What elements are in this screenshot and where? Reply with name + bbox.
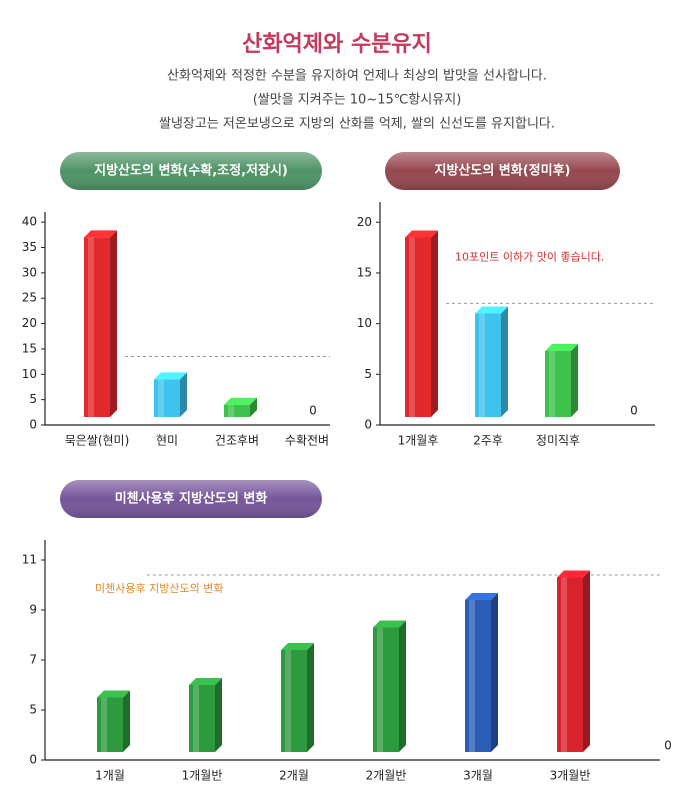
title-badge-shine xyxy=(60,152,322,190)
bar-shine xyxy=(561,577,567,752)
y-tick-label: 11 xyxy=(22,553,37,567)
bar-side xyxy=(501,306,508,417)
x-tick-label: 현미 xyxy=(156,434,178,448)
bar xyxy=(465,600,491,752)
x-tick-label: 1개월후 xyxy=(398,434,439,448)
y-tick-label: 20 xyxy=(357,215,372,229)
bar-top xyxy=(281,643,314,650)
bar-side xyxy=(123,690,130,752)
subtitle-line: (쌀맛을 지켜주는 10~15℃항시유지) xyxy=(253,93,462,108)
bar-top xyxy=(465,593,498,600)
y-tick-label: 30 xyxy=(22,265,37,279)
bar-top xyxy=(224,397,257,405)
bar xyxy=(405,237,431,417)
bar xyxy=(189,685,215,752)
title-badge-shine xyxy=(385,152,620,190)
value-label: 0 xyxy=(630,404,638,418)
value-label: 0 xyxy=(664,739,672,753)
y-tick-label: 0 xyxy=(29,418,37,432)
value-label: 0 xyxy=(309,404,317,418)
bar xyxy=(224,404,250,417)
y-tick-label: 35 xyxy=(22,240,37,254)
bar-shine xyxy=(479,313,485,417)
bar-shine xyxy=(285,650,291,752)
bar-shine xyxy=(101,697,107,752)
x-tick-label: 1개월반 xyxy=(182,769,223,783)
y-tick-label: 5 xyxy=(29,703,37,717)
bar xyxy=(281,650,307,752)
bar-shine xyxy=(469,600,475,752)
bar-shine xyxy=(158,379,164,417)
x-tick-label: 수확전벼 xyxy=(285,434,329,448)
y-tick-label: 10 xyxy=(22,367,37,381)
y-tick-label: 5 xyxy=(29,392,37,406)
y-tick-label: 7 xyxy=(29,653,37,667)
bar-top xyxy=(545,344,578,352)
bar-side xyxy=(307,643,314,752)
bar xyxy=(545,351,571,417)
bar-shine xyxy=(549,351,555,417)
bar-side xyxy=(583,570,590,752)
annotation: 10포인트 이하가 맛이 좋습니다. xyxy=(455,249,604,263)
bar-shine xyxy=(88,237,94,417)
y-tick-label: 10 xyxy=(357,316,372,330)
bar-side xyxy=(571,344,578,417)
bar-shine xyxy=(228,404,234,417)
y-tick-label: 9 xyxy=(29,603,37,617)
title-badge-shine xyxy=(60,480,322,518)
x-tick-label: 2개월반 xyxy=(366,769,407,783)
x-tick-label: 묵은쌀(현미) xyxy=(65,434,130,448)
y-tick-label: 25 xyxy=(22,291,37,305)
x-tick-label: 2개월 xyxy=(279,769,309,783)
x-tick-label: 3개월반 xyxy=(550,769,591,783)
bar-top xyxy=(154,372,187,380)
bar-top xyxy=(475,306,508,314)
bar-side xyxy=(491,593,498,752)
bar-top xyxy=(84,230,117,238)
bar-shine xyxy=(377,627,383,752)
y-tick-label: 0 xyxy=(364,418,372,432)
y-tick-label: 20 xyxy=(22,316,37,330)
x-tick-label: 3개월 xyxy=(463,769,493,783)
chart-title: 지방산도의 변화(수확,조정,저장시) xyxy=(94,163,288,179)
y-tick-label: 15 xyxy=(22,341,37,355)
page-title: 산화억제와 수분유지 xyxy=(242,32,432,57)
chart-title: 지방산도의 변화(정미후) xyxy=(434,163,570,179)
subtitle-line: 산화억제와 적정한 수분을 유지하여 언제나 최상의 밥맛을 선사합니다. xyxy=(167,69,547,84)
x-tick-label: 정미직후 xyxy=(536,434,580,448)
subtitle-line: 쌀냉장고는 저온보냉으로 지방의 산화를 억제, 쌀의 신선도를 유지합니다. xyxy=(159,117,555,132)
x-tick-label: 1개월 xyxy=(95,769,125,783)
bar-shine xyxy=(193,685,199,752)
y-tick-label: 5 xyxy=(364,367,372,381)
bar xyxy=(154,379,180,417)
bar-side xyxy=(180,372,187,417)
bar-side xyxy=(250,397,257,417)
y-tick-label: 0 xyxy=(29,753,37,767)
chart-title: 미첸사용후 지방산도의 변화 xyxy=(115,491,268,507)
x-tick-label: 건조후벼 xyxy=(215,434,259,448)
x-tick-label: 2주후 xyxy=(473,434,503,448)
annotation: 미첸사용후 지방산도의 변화 xyxy=(95,582,223,595)
bar xyxy=(475,313,501,417)
bar-top xyxy=(405,230,438,238)
bar-shine xyxy=(409,237,415,417)
bar-top xyxy=(373,620,406,628)
bar xyxy=(84,237,110,417)
bar-side xyxy=(215,678,222,752)
y-tick-label: 15 xyxy=(357,265,372,279)
bar xyxy=(97,697,123,752)
bar-side xyxy=(399,620,406,752)
bar xyxy=(557,577,583,752)
bar-top xyxy=(97,690,130,698)
bar-top xyxy=(189,678,222,685)
bar-side xyxy=(110,230,117,417)
bar-side xyxy=(431,230,438,417)
bar-top xyxy=(557,570,590,578)
bar xyxy=(373,627,399,752)
y-tick-label: 40 xyxy=(22,215,37,229)
